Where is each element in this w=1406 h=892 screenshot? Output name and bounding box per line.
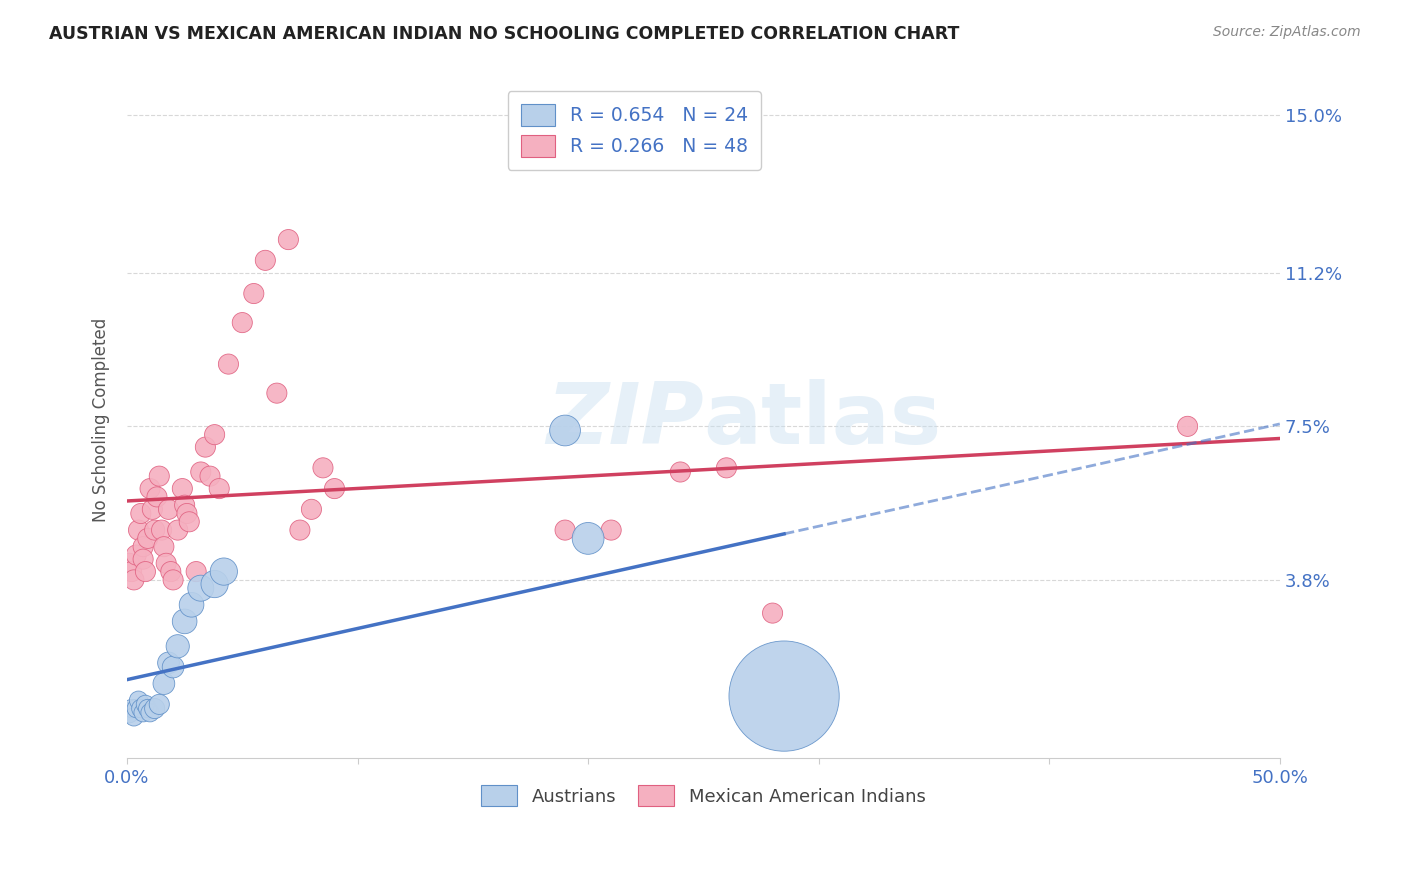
Point [180, 598, 202, 612]
Point [134, 698, 156, 712]
Point [323, 482, 346, 496]
Point [554, 523, 576, 537]
Point [600, 523, 623, 537]
Point [176, 507, 198, 521]
Point [669, 465, 692, 479]
Point [132, 552, 155, 566]
Point [118, 706, 141, 720]
Point [186, 565, 208, 579]
Point [139, 482, 162, 496]
Point [179, 515, 201, 529]
Point [173, 498, 195, 512]
Point [162, 573, 184, 587]
Point [122, 573, 145, 587]
Legend: Austrians, Mexican American Indians: Austrians, Mexican American Indians [474, 779, 932, 814]
Point [773, 689, 796, 703]
Point [194, 440, 217, 454]
Point [204, 427, 226, 442]
Point [125, 548, 148, 562]
Point [134, 565, 156, 579]
Point [243, 286, 266, 301]
Point [166, 523, 188, 537]
Point [143, 701, 166, 715]
Point [153, 540, 176, 554]
Point [212, 565, 235, 579]
Point [157, 502, 180, 516]
Y-axis label: No Schooling Completed: No Schooling Completed [93, 318, 110, 522]
Point [129, 507, 152, 521]
Point [143, 523, 166, 537]
Point [146, 490, 169, 504]
Text: AUSTRIAN VS MEXICAN AMERICAN INDIAN NO SCHOOLING COMPLETED CORRELATION CHART: AUSTRIAN VS MEXICAN AMERICAN INDIAN NO S… [49, 25, 959, 43]
Point [128, 523, 150, 537]
Point [254, 253, 277, 268]
Point [136, 532, 159, 546]
Point [159, 565, 181, 579]
Point [761, 606, 783, 620]
Point [231, 316, 253, 330]
Point [129, 701, 152, 715]
Text: Source: ZipAtlas.com: Source: ZipAtlas.com [1213, 25, 1361, 39]
Point [155, 556, 177, 570]
Point [132, 706, 155, 720]
Point [554, 424, 576, 438]
Point [132, 540, 155, 554]
Point [128, 693, 150, 707]
Point [277, 233, 299, 247]
Point [217, 357, 239, 371]
Text: atlas: atlas [703, 378, 942, 462]
Point [716, 460, 738, 475]
Point [141, 502, 163, 516]
Point [136, 701, 159, 715]
Point [198, 469, 221, 483]
Point [208, 482, 231, 496]
Point [576, 532, 599, 546]
Point [150, 523, 173, 537]
Point [148, 469, 170, 483]
Point [125, 701, 148, 715]
Point [266, 386, 288, 401]
Point [190, 465, 212, 479]
Point [121, 701, 143, 715]
Point [121, 565, 143, 579]
Point [157, 656, 180, 670]
Point [122, 710, 145, 724]
Text: ZIP: ZIP [546, 378, 703, 462]
Point [1177, 419, 1199, 434]
Point [288, 523, 311, 537]
Point [172, 482, 194, 496]
Point [139, 706, 162, 720]
Point [153, 676, 176, 690]
Point [312, 460, 335, 475]
Point [173, 615, 195, 629]
Point [118, 556, 141, 570]
Point [166, 640, 188, 654]
Point [162, 660, 184, 674]
Point [204, 577, 226, 591]
Point [190, 581, 212, 595]
Point [301, 502, 323, 516]
Point [148, 698, 170, 712]
